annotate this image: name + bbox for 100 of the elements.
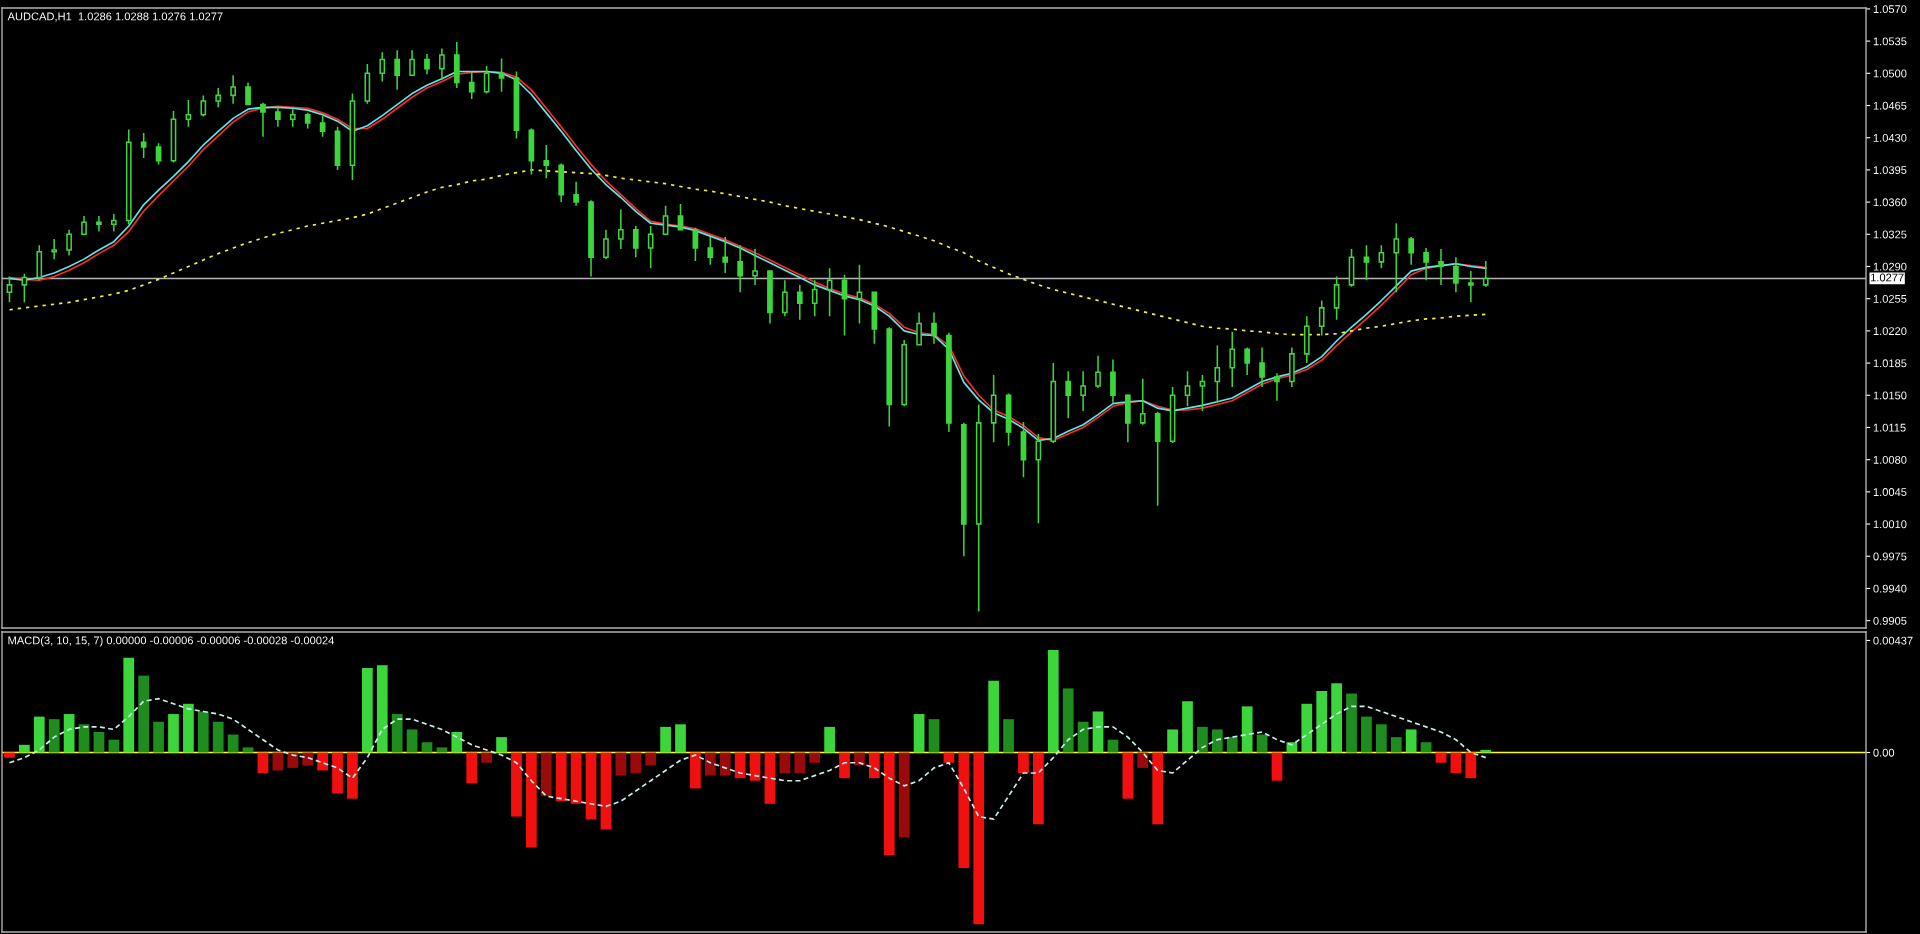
y-tick-label: 1.0535 xyxy=(1873,37,1907,46)
candlestick xyxy=(1199,374,1206,412)
candlestick xyxy=(1065,370,1072,420)
bar xyxy=(1390,737,1402,753)
candlestick xyxy=(1318,299,1325,337)
y-tick-label: 1.0465 xyxy=(1873,101,1907,110)
y-tick-label: 1.0220 xyxy=(1873,327,1907,336)
candlestick xyxy=(275,106,281,128)
candlestick xyxy=(140,132,147,159)
bar xyxy=(1077,721,1089,753)
candlestick xyxy=(1154,411,1161,507)
bar xyxy=(4,752,15,758)
bar xyxy=(466,752,478,784)
candlestick xyxy=(81,215,87,236)
bar xyxy=(988,680,1000,753)
line-series xyxy=(8,70,1487,442)
candlestick xyxy=(424,53,430,75)
candlestick xyxy=(707,236,714,266)
candlestick xyxy=(319,114,326,138)
candlestick xyxy=(573,181,579,207)
candlestick xyxy=(66,228,72,257)
bar xyxy=(332,752,343,794)
bar xyxy=(585,752,597,820)
candlestick xyxy=(379,51,386,83)
y-tick-label: 0.00437 xyxy=(1873,636,1913,645)
candlestick xyxy=(1035,433,1042,524)
candlestick xyxy=(513,70,520,140)
y-tick-label: 1.0185 xyxy=(1873,359,1907,368)
bar xyxy=(391,714,403,753)
candlestick xyxy=(1259,346,1265,388)
bar xyxy=(1256,734,1268,753)
bar xyxy=(1480,749,1492,753)
candlestick xyxy=(677,203,684,231)
y-tick-label: 1.0115 xyxy=(1873,423,1906,432)
bar xyxy=(615,752,627,776)
candlestick xyxy=(916,311,922,347)
bar xyxy=(93,732,105,753)
candlestick xyxy=(394,49,401,91)
candlestick xyxy=(289,108,296,128)
bar xyxy=(481,752,493,763)
bar xyxy=(1435,752,1447,763)
candlestick xyxy=(1214,344,1221,404)
bar xyxy=(287,752,299,768)
bar xyxy=(406,729,418,753)
bar xyxy=(1062,688,1074,753)
candlestick xyxy=(722,236,729,274)
bar xyxy=(1152,752,1164,825)
bar xyxy=(317,752,328,771)
bar xyxy=(33,716,45,753)
bar xyxy=(227,734,239,753)
candlestick xyxy=(1378,244,1385,270)
candlestick xyxy=(871,291,878,345)
candlestick xyxy=(1139,377,1146,426)
candlestick xyxy=(21,273,28,304)
candlestick xyxy=(588,199,594,278)
bar xyxy=(1346,693,1357,753)
candlestick xyxy=(1482,260,1489,288)
candlestick xyxy=(215,87,222,109)
candlestick xyxy=(498,57,505,93)
y-tick-label: 0.9905 xyxy=(1873,616,1907,625)
y-tick-label: 1.0045 xyxy=(1873,488,1907,496)
candlestick xyxy=(245,81,251,106)
bar xyxy=(108,739,120,753)
bar xyxy=(197,711,209,753)
y-tick-label: 1.0080 xyxy=(1873,455,1907,464)
bar xyxy=(883,752,895,856)
candlestick xyxy=(796,284,803,321)
candlestick xyxy=(856,263,863,325)
bar xyxy=(660,726,671,753)
y-tick-label: 1.0500 xyxy=(1873,69,1907,78)
bar xyxy=(839,752,850,779)
bar xyxy=(361,667,373,753)
candlestick xyxy=(1274,372,1280,402)
bar xyxy=(630,752,642,774)
candlestick xyxy=(6,275,13,304)
bar xyxy=(1182,701,1193,753)
candlestick xyxy=(737,244,743,294)
candlestick xyxy=(841,274,848,337)
bar xyxy=(1286,742,1298,753)
candlestick xyxy=(990,374,997,443)
candlestick xyxy=(349,92,356,181)
candlestick xyxy=(975,403,982,613)
candlestick xyxy=(1363,244,1370,282)
candlestick xyxy=(185,99,192,128)
bar xyxy=(690,752,701,789)
bar xyxy=(1375,724,1387,753)
bar xyxy=(1092,711,1104,753)
candlestick xyxy=(662,205,669,236)
bar xyxy=(1361,716,1372,753)
bar xyxy=(958,752,970,868)
line-series xyxy=(8,697,1487,821)
ref-line-label: 1.0277 xyxy=(1871,273,1904,282)
chart-title: AUDCAD,H1 1.0286 1.0288 1.0276 1.0277 xyxy=(7,12,223,22)
bar xyxy=(78,724,90,753)
candlestick xyxy=(752,248,758,286)
candlestick xyxy=(632,225,639,259)
bar xyxy=(496,737,507,753)
bar xyxy=(123,657,135,753)
bar xyxy=(675,724,686,753)
bar xyxy=(1271,752,1283,781)
